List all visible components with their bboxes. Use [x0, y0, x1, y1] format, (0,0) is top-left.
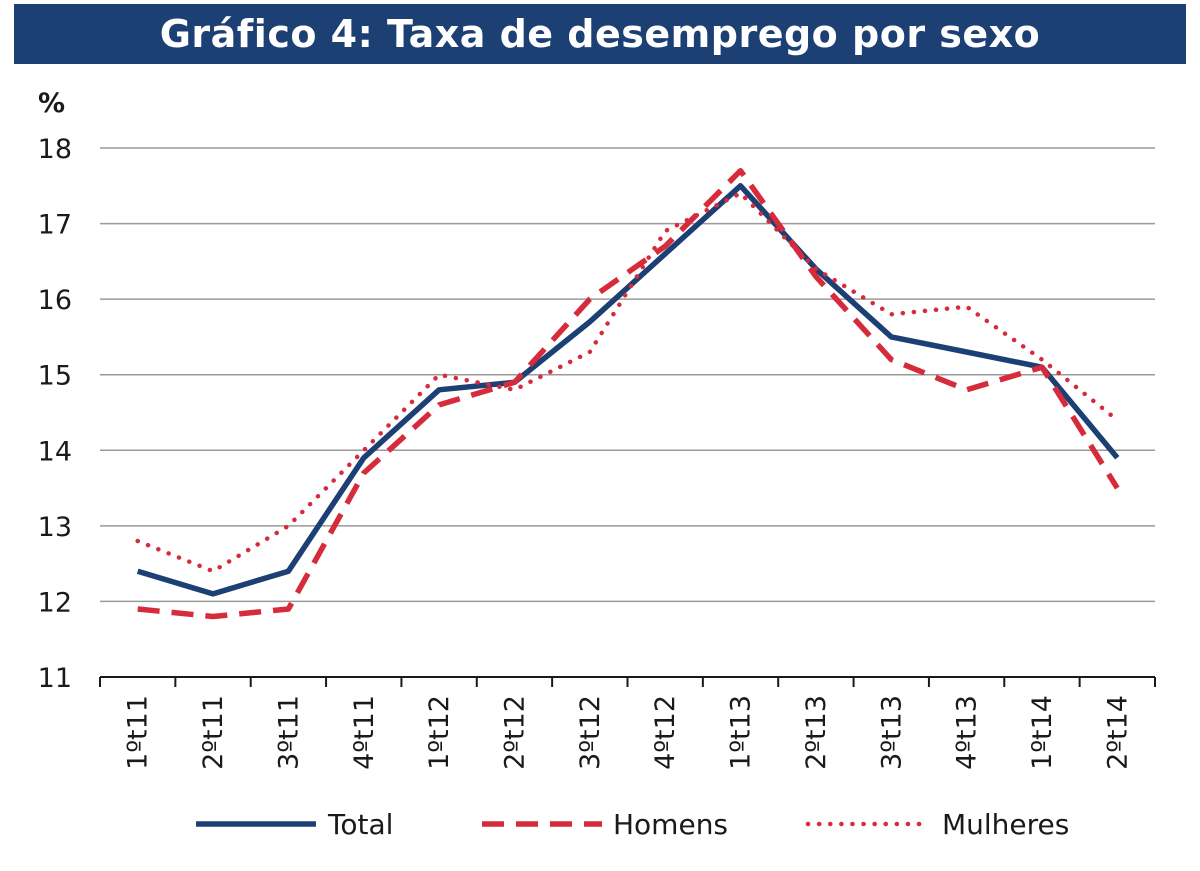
x-tick-label: 2ºt13 [801, 695, 832, 770]
legend-label-homens: Homens [613, 808, 728, 841]
x-tick-label: 1ºt13 [726, 695, 757, 770]
x-tick-label: 1ºt12 [424, 695, 455, 770]
chart-title: Gráfico 4: Taxa de desemprego por sexo [159, 12, 1041, 56]
y-tick-label: 16 [38, 285, 72, 316]
series-lines [135, 167, 1120, 620]
chart-title-bar: Gráfico 4: Taxa de desemprego por sexo [14, 4, 1186, 64]
gridlines [100, 147, 1155, 603]
legend-label-mulheres: Mulheres [942, 808, 1069, 841]
x-tick-label: 4ºt13 [952, 695, 983, 770]
legend: Total Homens Mulheres [196, 808, 1069, 841]
series-line-mulheres [135, 191, 1120, 574]
series-line-homens [137, 167, 1120, 620]
y-tick-label: 11 [38, 663, 72, 694]
x-tick-label: 2ºt11 [198, 695, 229, 770]
series-line-total [136, 183, 1120, 597]
y-tick-label: 18 [38, 134, 72, 165]
y-tick-label: 13 [38, 512, 72, 543]
x-tick-label: 3ºt13 [876, 695, 907, 770]
x-tick-label: 4ºt12 [650, 695, 681, 770]
axes: % 11 12 13 14 15 16 17 18 1ºt11 2ºt11 3ºt11 4ºt11 1ºt… [38, 88, 1156, 770]
x-tick-label: 1ºt11 [123, 695, 154, 770]
x-tick-label: 3ºt12 [575, 695, 606, 770]
x-tick-label: 2ºt12 [499, 695, 530, 770]
x-tick-label: 4ºt11 [349, 695, 380, 770]
y-tick-label: 12 [38, 587, 72, 618]
y-tick-label: 17 [38, 210, 72, 241]
y-tick-label: 15 [38, 361, 72, 392]
x-tick-label: 3ºt11 [273, 695, 304, 770]
y-axis-unit-label: % [38, 88, 65, 119]
y-tick-label: 14 [38, 436, 72, 467]
x-tick-label: 2ºt14 [1102, 695, 1133, 770]
legend-label-total: Total [327, 808, 393, 841]
x-tick-label: 1ºt14 [1027, 695, 1058, 770]
